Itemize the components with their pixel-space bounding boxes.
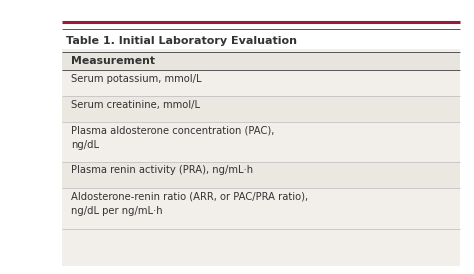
- Bar: [62, 162, 460, 188]
- Bar: [62, 52, 460, 70]
- Text: Serum creatinine, mmol/L: Serum creatinine, mmol/L: [71, 100, 200, 110]
- Bar: [62, 122, 460, 162]
- Bar: [62, 96, 460, 122]
- Text: Measurement: Measurement: [71, 56, 155, 66]
- Text: Aldosterone-renin ratio (ARR, or PAC/PRA ratio),
ng/dL per ng/mL·h: Aldosterone-renin ratio (ARR, or PAC/PRA…: [71, 192, 308, 216]
- Bar: [62, 70, 460, 96]
- Text: Plasma aldosterone concentration (PAC),
ng/dL: Plasma aldosterone concentration (PAC), …: [71, 126, 274, 150]
- Bar: [62, 188, 460, 229]
- Text: Table 1. Initial Laboratory Evaluation: Table 1. Initial Laboratory Evaluation: [66, 36, 297, 45]
- Text: Serum potassium, mmol/L: Serum potassium, mmol/L: [71, 74, 201, 84]
- Bar: [62, 49, 460, 266]
- Text: Plasma renin activity (PRA), ng/mL·h: Plasma renin activity (PRA), ng/mL·h: [71, 165, 253, 175]
